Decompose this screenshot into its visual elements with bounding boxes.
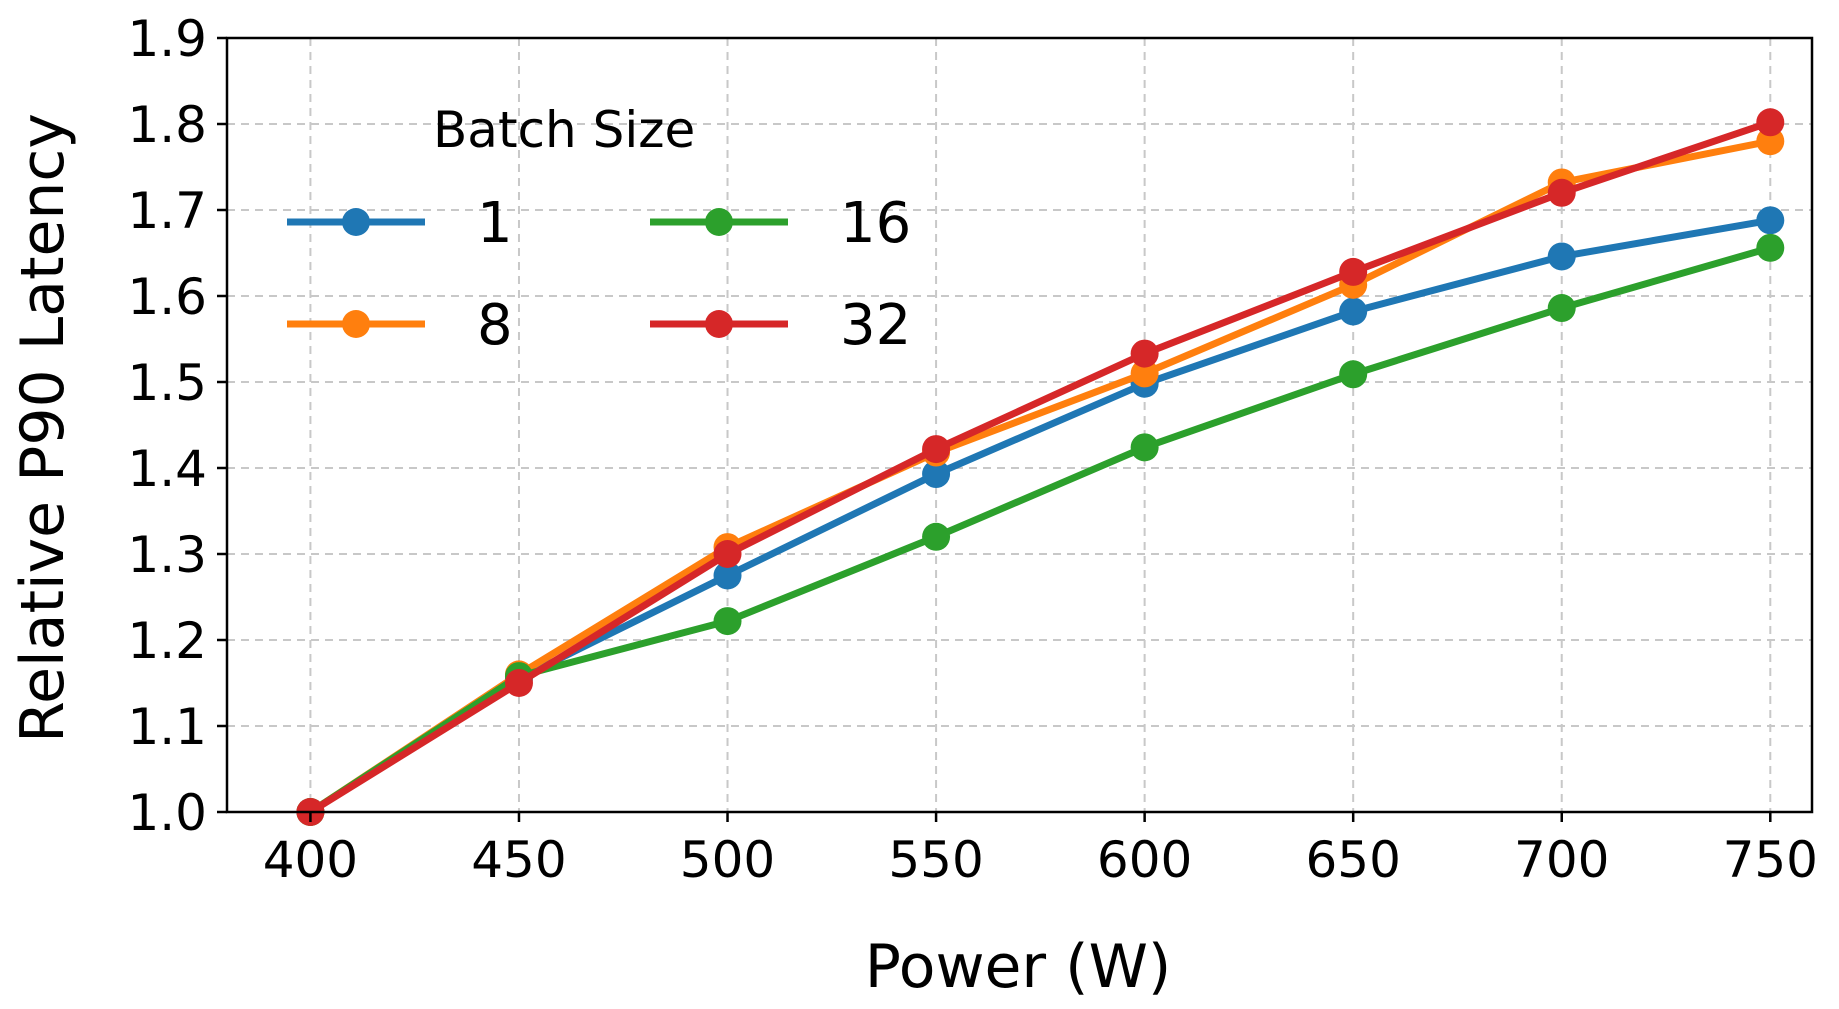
legend-label: 8 bbox=[477, 293, 513, 358]
x-tick-label: 750 bbox=[1723, 831, 1818, 889]
legend-marker bbox=[705, 208, 733, 236]
legend-label: 32 bbox=[840, 293, 911, 358]
series-line-16 bbox=[306, 244, 1774, 816]
data-point bbox=[504, 669, 533, 697]
data-point bbox=[1130, 339, 1159, 368]
legend-title: Batch Size bbox=[433, 101, 695, 159]
y-tick-label: 1.1 bbox=[127, 698, 207, 756]
y-axis: 1.0 1.1 1.2 1.3 1.4 1.5 1.6 1.7 1.8 1.9 bbox=[127, 10, 227, 842]
y-tick-label: 1.4 bbox=[127, 440, 207, 498]
data-point bbox=[1339, 360, 1368, 389]
series-line-8 bbox=[306, 137, 1774, 816]
legend-entry-1: 1 bbox=[287, 191, 513, 256]
x-axis: 400 450 500 550 600 650 700 750 bbox=[263, 812, 1818, 889]
data-point bbox=[922, 522, 951, 551]
data-point bbox=[1130, 433, 1159, 462]
y-tick-label: 1.0 bbox=[127, 784, 207, 842]
data-point bbox=[1756, 206, 1785, 235]
legend-entry-8: 8 bbox=[287, 293, 513, 358]
x-axis-title: Power (W) bbox=[865, 932, 1172, 1002]
data-point bbox=[713, 540, 742, 568]
y-tick-label: 1.9 bbox=[127, 10, 207, 68]
data-point bbox=[922, 460, 951, 489]
y-axis-title: Relative P90 Latency bbox=[8, 113, 78, 743]
data-point bbox=[1130, 359, 1159, 388]
y-tick-label: 1.3 bbox=[127, 526, 207, 584]
x-tick-label: 500 bbox=[680, 831, 775, 889]
plot-frame bbox=[225, 36, 1814, 814]
series-layer bbox=[296, 108, 1785, 826]
data-point bbox=[1756, 233, 1785, 262]
legend-marker bbox=[342, 208, 370, 236]
legend-label: 1 bbox=[477, 191, 513, 256]
data-point bbox=[1339, 297, 1368, 326]
x-tick-label: 550 bbox=[888, 831, 983, 889]
y-tick-label: 1.5 bbox=[127, 354, 207, 412]
data-point bbox=[1547, 242, 1576, 271]
series-line-32 bbox=[306, 118, 1774, 816]
y-tick-label: 1.7 bbox=[127, 182, 207, 240]
data-point bbox=[713, 607, 742, 636]
x-tick-label: 600 bbox=[1097, 831, 1192, 889]
y-tick-label: 1.6 bbox=[127, 268, 207, 326]
data-point bbox=[1547, 178, 1576, 207]
data-point bbox=[1547, 294, 1576, 323]
y-tick-label: 1.8 bbox=[127, 96, 207, 154]
legend: Batch Size 1 8 16 32 bbox=[287, 101, 911, 358]
y-tick-label: 1.2 bbox=[127, 612, 207, 670]
data-point bbox=[1339, 257, 1368, 286]
legend-marker bbox=[705, 310, 733, 338]
data-point bbox=[922, 435, 951, 464]
series-32 bbox=[296, 108, 1785, 826]
data-point bbox=[1756, 108, 1785, 137]
legend-marker bbox=[342, 310, 370, 338]
x-tick-label: 650 bbox=[1305, 831, 1400, 889]
data-point bbox=[713, 561, 742, 590]
x-tick-label: 450 bbox=[471, 831, 566, 889]
x-tick-label: 700 bbox=[1514, 831, 1609, 889]
legend-entry-32: 32 bbox=[650, 293, 911, 358]
x-tick-label: 400 bbox=[263, 831, 358, 889]
legend-entry-16: 16 bbox=[650, 191, 911, 256]
legend-label: 16 bbox=[840, 191, 911, 256]
